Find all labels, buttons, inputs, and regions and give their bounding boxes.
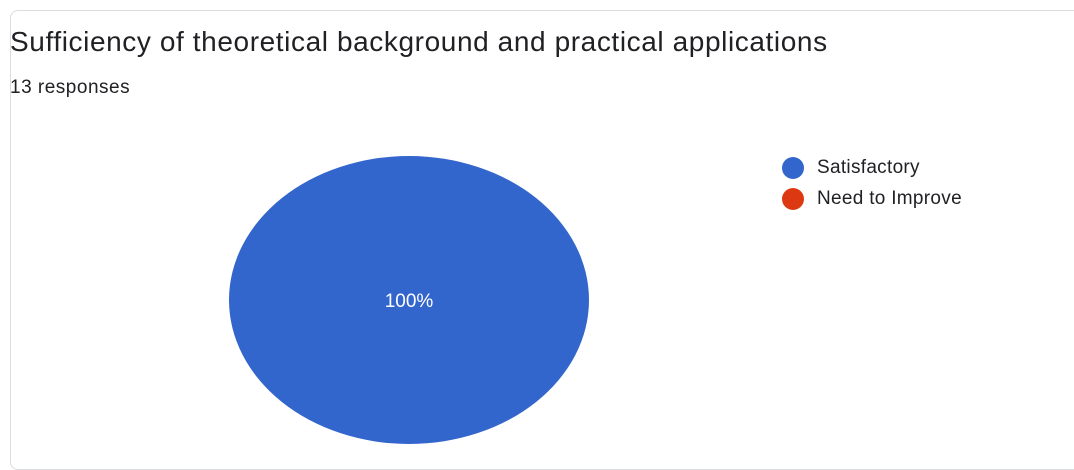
legend-item-need-to-improve[interactable]: Need to Improve	[782, 183, 962, 214]
legend-label-satisfactory: Satisfactory	[817, 156, 920, 178]
pie-slice-label-satisfactory: 100%	[385, 291, 434, 312]
pie-chart: 100%	[229, 156, 589, 444]
chart-title: Sufficiency of theoretical background an…	[10, 26, 828, 57]
response-count: 13 responses	[10, 77, 131, 98]
legend-swatch-satisfactory	[782, 156, 804, 179]
legend-item-satisfactory[interactable]: Satisfactory	[782, 152, 962, 183]
legend-swatch-need-to-improve	[782, 187, 804, 210]
legend-label-need-to-improve: Need to Improve	[817, 187, 962, 209]
chart-legend: Satisfactory Need to Improve	[782, 152, 962, 214]
pie-slice-satisfactory[interactable]	[229, 156, 589, 444]
